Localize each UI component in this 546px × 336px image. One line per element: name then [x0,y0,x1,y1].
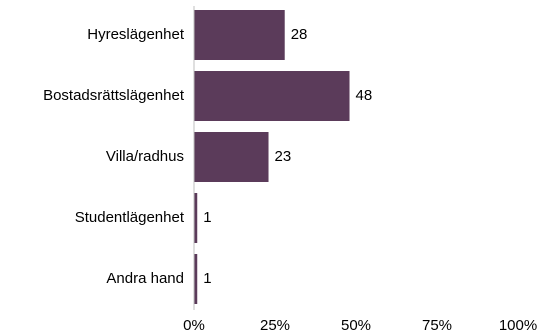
x-tick-label: 75% [422,317,452,334]
value-label: 1 [203,270,211,287]
value-label: 28 [291,26,308,43]
value-label: 48 [356,87,373,104]
x-tick-label: 50% [341,317,371,334]
x-tick-label: 0% [183,317,205,334]
category-label: Hyreslägenhet [87,26,185,43]
category-label: Bostadsrättslägenhet [43,87,185,104]
category-label: Andra hand [106,270,184,287]
bar-5 [194,254,198,304]
value-label: 1 [203,209,211,226]
bar-3 [194,132,269,182]
x-tick-label: 25% [260,317,290,334]
value-label: 23 [275,148,292,165]
bar-4 [194,193,198,243]
bar-2 [194,71,350,121]
x-tick-label: 100% [499,317,537,334]
category-label: Studentlägenhet [75,209,185,226]
bar-1 [194,10,285,60]
category-label: Villa/radhus [106,148,184,165]
